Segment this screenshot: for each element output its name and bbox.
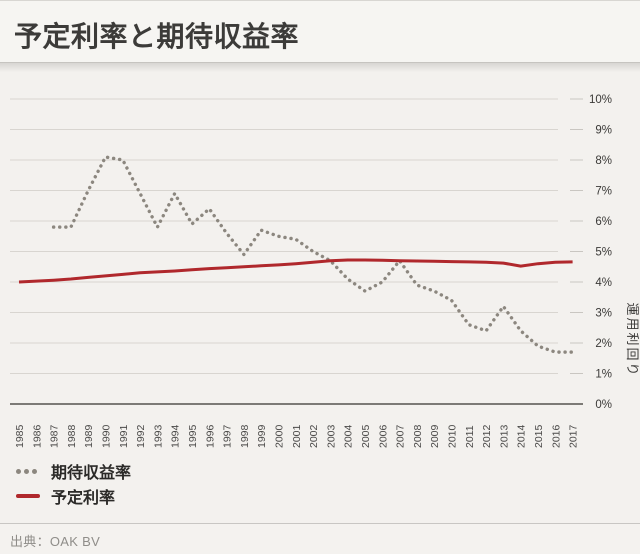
assumed-rate-line-swatch — [16, 494, 40, 498]
x-tick-label: 2003 — [325, 424, 337, 448]
x-tick-label: 1992 — [135, 424, 147, 448]
x-tick-label: 1987 — [49, 424, 61, 448]
y-tick-label: 0% — [595, 399, 612, 411]
x-tick-label: 2005 — [360, 424, 372, 448]
x-tick-label: 1997 — [222, 424, 234, 448]
expected-return-dotted-swatch — [16, 468, 42, 474]
x-axis-labels: 1985 1986 1987 1988 1989 1990 1991 1992 1993 1994… — [14, 424, 580, 448]
x-tick-label: 2012 — [481, 424, 493, 448]
x-tick-label: 2001 — [291, 424, 303, 448]
x-tick-label: 1986 — [31, 424, 43, 448]
chart-area: 0% 1% 2% 3% 4% 5% 6% 7% 8% 9% 10% 運用利回り 1985 1986 1987… — [0, 88, 640, 460]
x-tick-label: 2014 — [516, 424, 528, 448]
x-tick-label: 2016 — [550, 424, 562, 448]
x-tick-label: 2010 — [447, 424, 459, 448]
header: 予定利率と期待収益率 — [0, 0, 640, 62]
x-tick-label: 1991 — [118, 424, 130, 448]
x-tick-label: 2008 — [412, 424, 424, 448]
y-tick-label: 2% — [595, 338, 612, 350]
y-tick-label: 1% — [595, 369, 612, 381]
x-tick-label: 1990 — [101, 424, 113, 448]
legend-label-expected-return: 期待収益率 — [51, 465, 132, 482]
gridlines — [10, 98, 583, 374]
source-text: 出典：OAK BV — [10, 534, 101, 549]
y-tick-label: 5% — [595, 247, 612, 259]
x-tick-label: 1989 — [83, 424, 95, 448]
x-tick-label: 2011 — [464, 425, 476, 448]
y-tick-label: 8% — [595, 155, 612, 167]
y-tick-label: 6% — [595, 216, 612, 228]
expected-return-series-line — [51, 155, 575, 354]
x-tick-label: 1993 — [152, 424, 164, 448]
y-tick-label: 7% — [595, 186, 612, 198]
page-title: 予定利率と期待収益率 — [14, 21, 300, 52]
x-tick-label: 2007 — [395, 424, 407, 448]
x-tick-label: 1996 — [204, 424, 216, 448]
header-divider — [0, 62, 640, 72]
x-tick-label: 1994 — [170, 424, 182, 448]
x-tick-label: 2000 — [274, 424, 286, 448]
y-axis-labels: 0% 1% 2% 3% 4% 5% 6% 7% 8% 9% 10% — [589, 94, 612, 411]
legend-item-expected-return: 期待収益率 — [16, 460, 131, 482]
x-tick-label: 1985 — [14, 424, 26, 448]
x-tick-label: 2002 — [308, 424, 320, 448]
y-tick-label: 9% — [595, 125, 612, 137]
legend-item-assumed-rate: 予定利率 — [16, 485, 131, 507]
x-tick-label: 2006 — [377, 424, 389, 448]
footer: 出典：OAK BV — [0, 524, 640, 554]
y-axis-title: 運用利回り — [625, 302, 640, 377]
line-chart: 0% 1% 2% 3% 4% 5% 6% 7% 8% 9% 10% 運用利回り 1985 1986 1987… — [10, 94, 640, 448]
assumed-rate-series-line — [18, 258, 573, 284]
x-tick-label: 2013 — [498, 424, 510, 448]
x-tick-label: 1999 — [256, 424, 268, 448]
x-tick-label: 1988 — [66, 424, 78, 448]
x-tick-label: 2009 — [429, 424, 441, 448]
x-tick-label: 2017 — [568, 424, 580, 448]
y-tick-label: 4% — [595, 277, 612, 289]
legend: 期待収益率 予定利率 — [16, 460, 131, 510]
x-tick-label: 1998 — [239, 424, 251, 448]
x-tick-label: 2004 — [343, 424, 355, 448]
x-tick-label: 1995 — [187, 424, 199, 448]
y-tick-label: 10% — [589, 94, 612, 106]
legend-label-assumed-rate: 予定利率 — [51, 490, 116, 507]
x-tick-label: 2015 — [533, 424, 545, 448]
y-tick-label: 3% — [595, 308, 612, 320]
